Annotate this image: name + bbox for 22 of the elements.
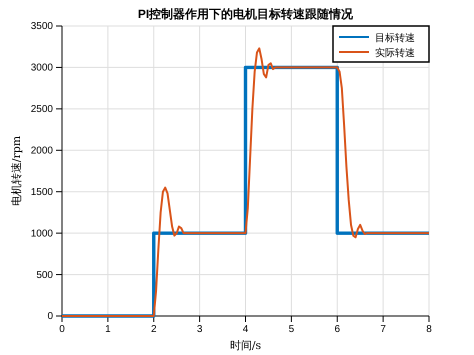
x-tick-label: 4 [242, 324, 249, 336]
legend-label: 实际转速 [375, 47, 415, 59]
y-tick-label: 500 [36, 270, 54, 281]
x-tick-label: 3 [196, 324, 203, 336]
x-tick-label: 6 [334, 324, 340, 336]
x-tick-label: 7 [380, 324, 386, 336]
y-tick-label: 1000 [30, 228, 54, 240]
y-tick-label: 0 [47, 311, 54, 322]
y-tick-label: 1500 [30, 186, 54, 198]
y-tick-label: 2500 [30, 104, 54, 116]
x-tick-label: 5 [288, 324, 295, 336]
y-tick-label: 3000 [30, 62, 54, 74]
y-tick-label: 2000 [30, 145, 54, 156]
x-tick-label: 2 [150, 324, 157, 336]
x-axis-title: 时间/s [230, 339, 262, 352]
y-axis-title: 电机转速/rpm [10, 135, 23, 206]
x-tick-label: 1 [105, 324, 112, 336]
x-tick-label: 0 [59, 324, 66, 336]
y-tick-label: 3500 [30, 21, 54, 32]
x-tick-label: 8 [426, 324, 432, 336]
legend-label: 目标转速 [375, 32, 415, 44]
chart-title: PI控制器作用下的电机目标转速跟随情况 [138, 7, 354, 21]
